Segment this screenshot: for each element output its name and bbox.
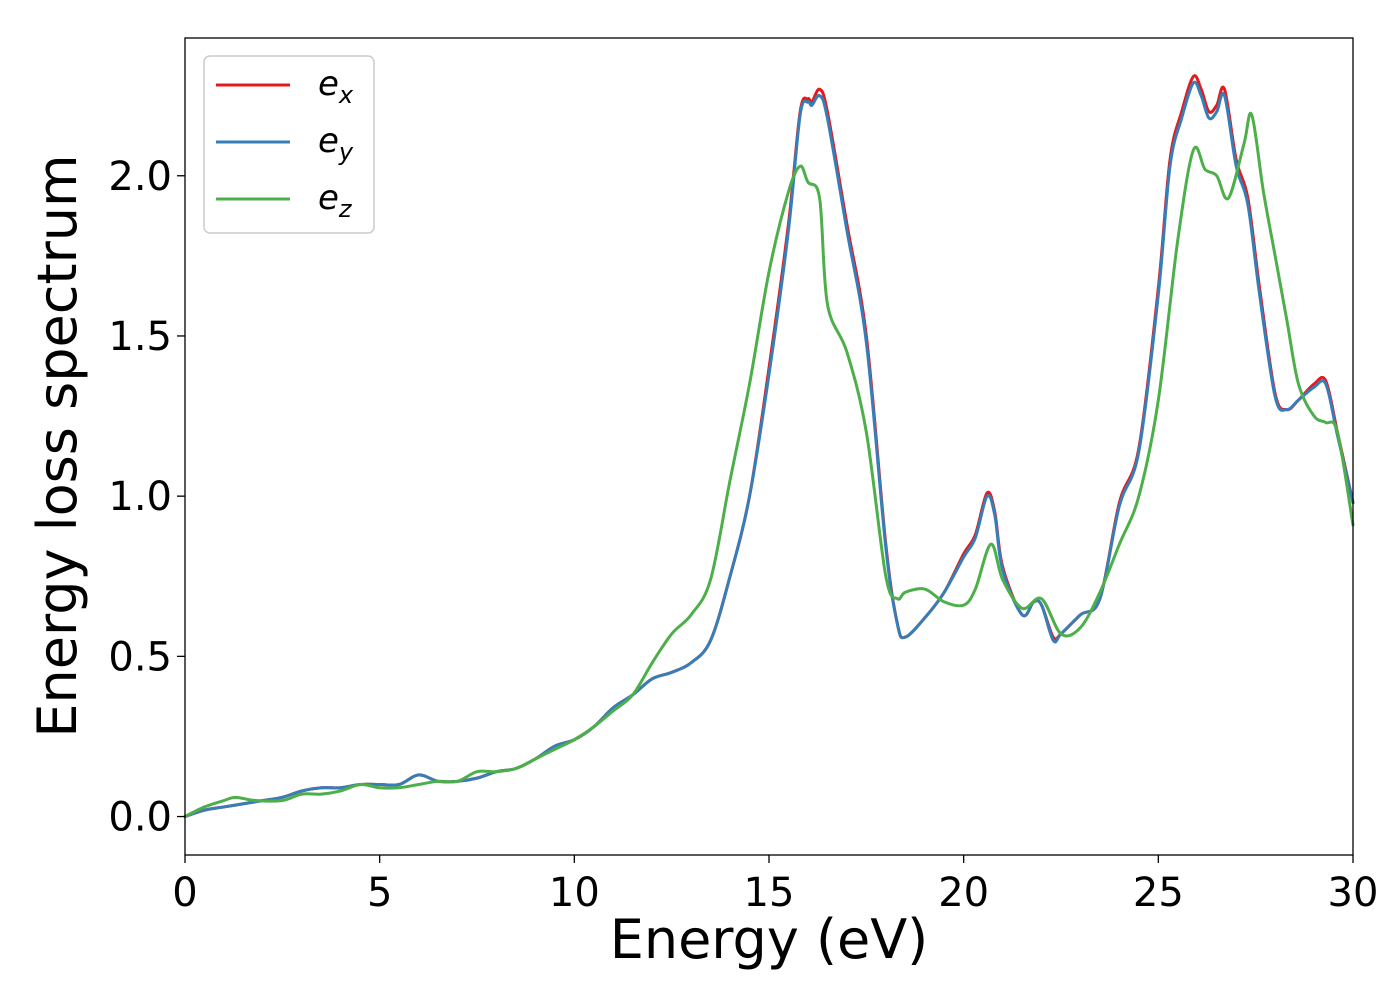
x-tick-label: 15 bbox=[744, 870, 795, 916]
x-tick-label: 20 bbox=[938, 870, 989, 916]
x-tick-label: 10 bbox=[549, 870, 600, 916]
y-axis-ticks: 0.0 0.5 1.0 1.5 2.0 bbox=[108, 154, 185, 841]
x-tick-label: 25 bbox=[1133, 870, 1184, 916]
y-tick-label: 0.0 bbox=[108, 795, 172, 841]
x-tick-label: 30 bbox=[1328, 870, 1379, 916]
legend-box bbox=[203, 55, 375, 234]
y-tick-label: 0.5 bbox=[108, 634, 172, 680]
y-tick-label: 1.5 bbox=[108, 314, 172, 360]
x-axis-title: Energy (eV) bbox=[610, 908, 929, 971]
y-tick-label: 1.0 bbox=[108, 474, 172, 520]
x-tick-label: 0 bbox=[172, 870, 197, 916]
x-axis-ticks: 0 5 10 15 20 25 30 bbox=[172, 855, 1378, 916]
series-layer bbox=[183, 74, 1355, 819]
x-tick-label: 5 bbox=[367, 870, 392, 916]
series-line-z bbox=[183, 111, 1355, 819]
y-tick-label: 2.0 bbox=[108, 154, 172, 200]
y-axis-title: Energy loss spectrum bbox=[26, 154, 89, 737]
